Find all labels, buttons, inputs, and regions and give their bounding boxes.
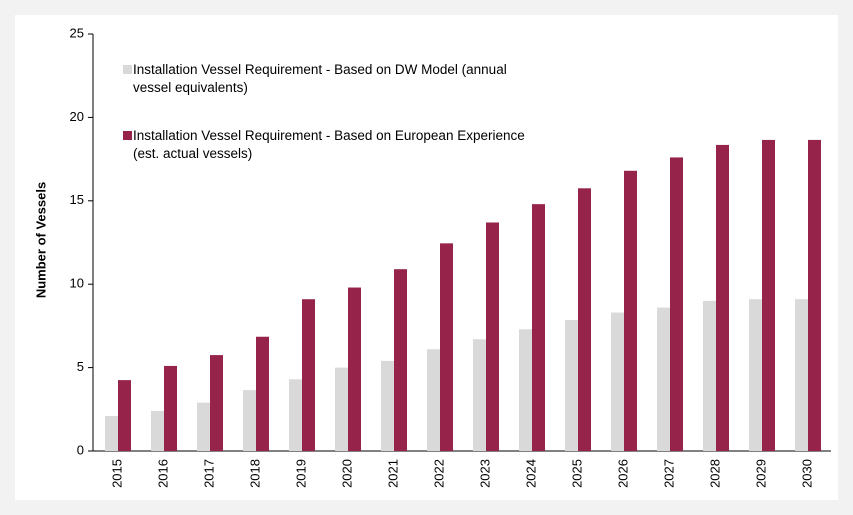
bar bbox=[716, 144, 729, 451]
bar bbox=[289, 379, 302, 451]
bar bbox=[657, 307, 670, 451]
legend-label: Installation Vessel Requirement - Based … bbox=[133, 128, 525, 161]
bar bbox=[795, 299, 808, 451]
legend-swatch bbox=[123, 131, 132, 140]
x-tick-label: 2016 bbox=[155, 459, 170, 488]
x-tick-label: 2027 bbox=[661, 459, 676, 488]
bar bbox=[565, 320, 578, 451]
x-tick-label: 2028 bbox=[707, 459, 722, 488]
x-tick-label: 2018 bbox=[247, 459, 262, 488]
x-tick-label: 2015 bbox=[109, 459, 124, 488]
bar bbox=[749, 299, 762, 451]
x-tick-label: 2030 bbox=[799, 459, 814, 488]
bar bbox=[762, 139, 775, 451]
x-tick-label: 2024 bbox=[523, 459, 538, 488]
bar bbox=[532, 204, 545, 451]
bar bbox=[335, 367, 348, 451]
bar bbox=[105, 415, 118, 451]
x-tick-label: 2023 bbox=[477, 459, 492, 488]
y-tick-label: 5 bbox=[77, 359, 84, 374]
bar bbox=[440, 243, 453, 451]
bar bbox=[118, 380, 131, 451]
x-tick-label: 2025 bbox=[569, 459, 584, 488]
x-tick-label: 2017 bbox=[201, 459, 216, 488]
x-tick-label: 2029 bbox=[753, 459, 768, 488]
bar bbox=[151, 410, 164, 451]
bar bbox=[243, 390, 256, 451]
y-tick-label: 0 bbox=[77, 442, 84, 457]
x-tick-label: 2020 bbox=[339, 459, 354, 488]
bar bbox=[519, 329, 532, 451]
bar bbox=[611, 312, 624, 451]
bar bbox=[427, 349, 440, 451]
y-axis-label: Number of Vessels bbox=[33, 182, 48, 298]
legend-swatch bbox=[123, 65, 132, 74]
bar bbox=[473, 339, 486, 451]
bar bbox=[624, 170, 637, 451]
bar bbox=[348, 287, 361, 451]
bar bbox=[302, 299, 315, 451]
bar bbox=[394, 269, 407, 451]
x-tick-label: 2021 bbox=[385, 459, 400, 488]
x-tick-label: 2019 bbox=[293, 459, 308, 488]
legend-label: Installation Vessel Requirement - Based … bbox=[133, 62, 507, 95]
bar bbox=[210, 355, 223, 451]
y-tick-label: 15 bbox=[70, 192, 84, 207]
bar bbox=[381, 360, 394, 451]
bar bbox=[164, 365, 177, 451]
bar bbox=[670, 157, 683, 451]
bar bbox=[578, 188, 591, 452]
bar bbox=[486, 222, 499, 451]
bar bbox=[197, 402, 210, 451]
y-tick-label: 10 bbox=[70, 276, 84, 291]
y-tick-label: 20 bbox=[70, 109, 84, 124]
y-tick-label: 25 bbox=[70, 25, 84, 40]
x-tick-label: 2022 bbox=[431, 459, 446, 488]
bar bbox=[703, 300, 716, 451]
bar bbox=[808, 139, 821, 451]
bar bbox=[256, 336, 269, 451]
x-tick-label: 2026 bbox=[615, 459, 630, 488]
